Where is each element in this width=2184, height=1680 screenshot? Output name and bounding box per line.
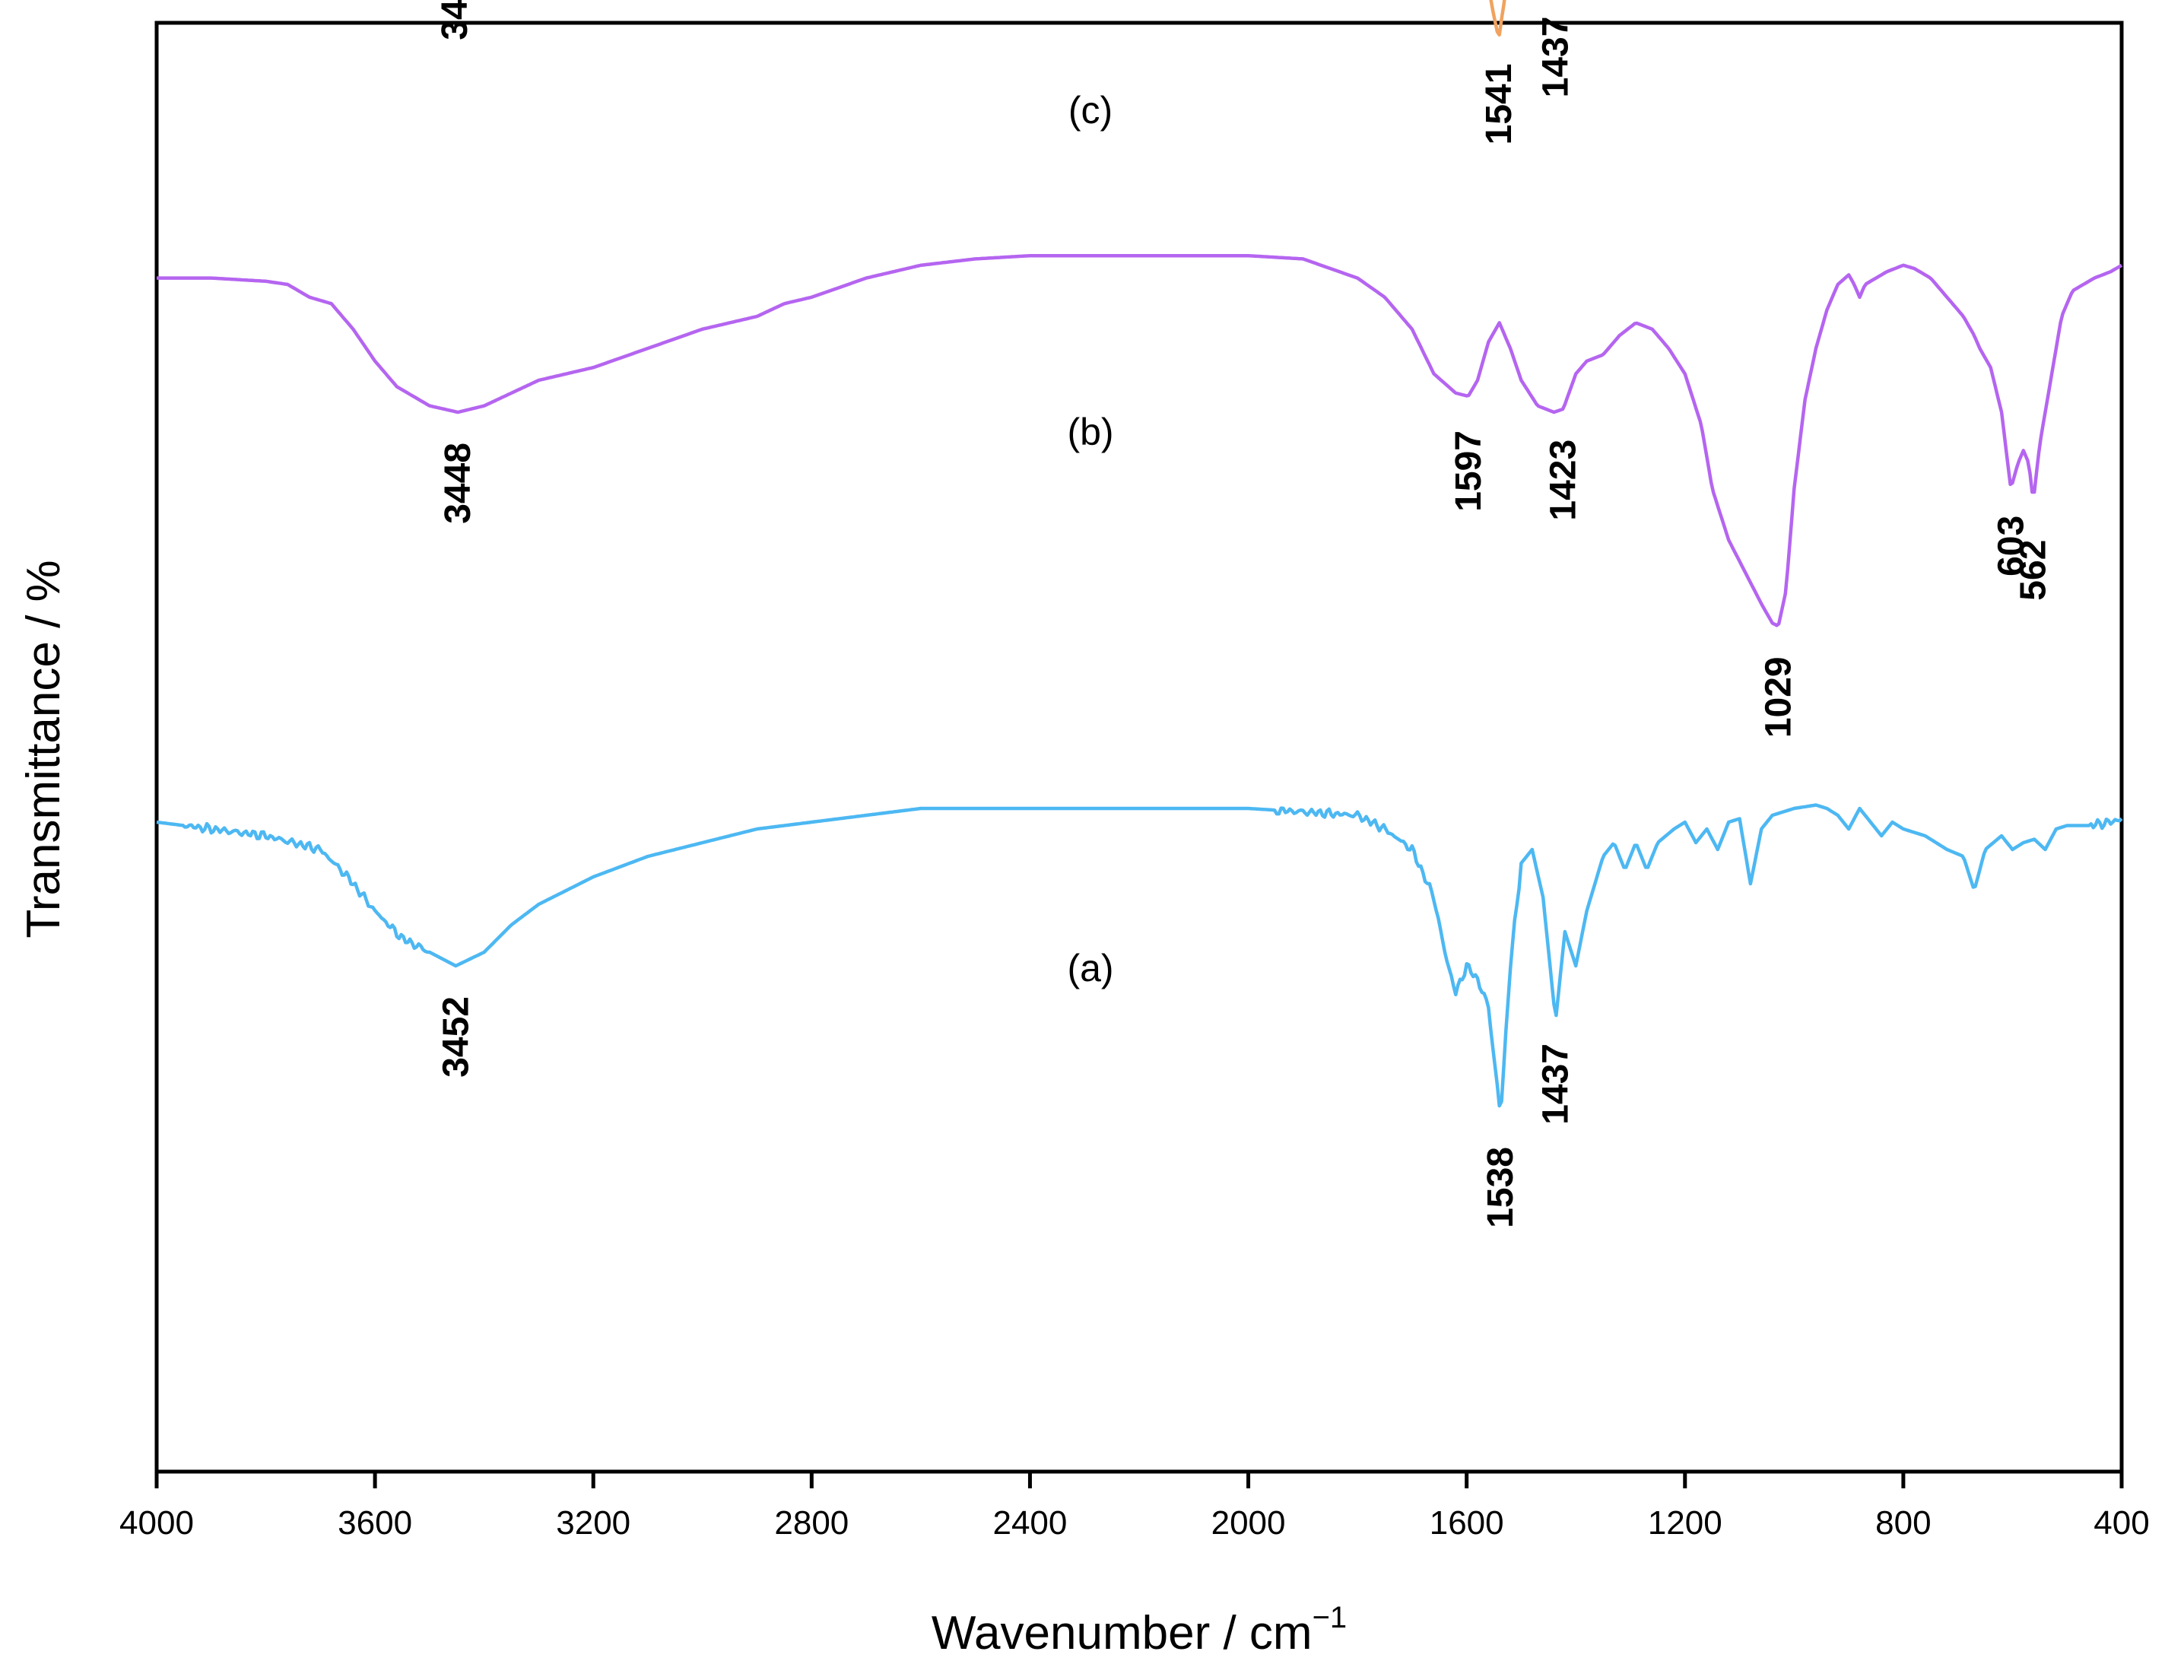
x-tick-label-400: 400 — [2094, 1504, 2149, 1542]
x-tick-label-1600: 1600 — [1430, 1504, 1504, 1542]
series-label-b: (b) — [1067, 411, 1113, 453]
x-tick-label-1200: 1200 — [1648, 1504, 1722, 1542]
x-axis-title-text: Wavenumber / cm — [932, 1607, 1313, 1659]
peak-label-a-1437: 1437 — [1536, 1043, 1576, 1125]
x-tick-label-4000: 4000 — [119, 1504, 194, 1542]
peak-label-c-3454: 3454 — [435, 0, 475, 40]
peak-label-c-1541: 1541 — [1479, 64, 1519, 145]
x-tick-label-800: 800 — [1875, 1504, 1931, 1542]
series-line-b — [157, 253, 2123, 627]
peak-label-b-1029: 1029 — [1759, 656, 1799, 738]
series-layer — [156, 0, 2123, 1108]
peak-label-b-1423: 1423 — [1544, 440, 1584, 521]
x-tick-label-2400: 2400 — [992, 1504, 1067, 1542]
peak-label-a-1538: 1538 — [1481, 1147, 1521, 1228]
x-tick-label-2000: 2000 — [1211, 1504, 1286, 1542]
peak-label-b-3448: 3448 — [438, 443, 478, 524]
peak-label-a-3452: 3452 — [436, 996, 476, 1078]
series-label-c: (c) — [1068, 89, 1113, 132]
series-label-layer: (a) (b) (c) — [1067, 89, 1113, 989]
x-axis-title: Wavenumber / cm−1 — [932, 1601, 1347, 1659]
plot-frame — [154, 21, 2124, 1474]
series-label-a: (a) — [1067, 947, 1113, 989]
peak-label-b-1597: 1597 — [1449, 430, 1489, 512]
x-axis-title-superscript: −1 — [1313, 1601, 1348, 1634]
y-axis-title: Transmittance / % — [17, 560, 70, 938]
peak-label-b-603: 603 — [1991, 516, 2031, 576]
x-tick-label-3600: 3600 — [338, 1504, 412, 1542]
x-tick-label-3200: 3200 — [556, 1504, 630, 1542]
x-tick-layer: 4000 3600 3200 2800 2400 2000 1600 1200 800 400 — [119, 1472, 2150, 1542]
peak-label-c-1437: 1437 — [1536, 17, 1576, 98]
series-line-c — [156, 803, 2123, 1108]
peak-label-b-562: 562 — [2014, 540, 2054, 601]
x-tick-label-2800: 2800 — [774, 1504, 849, 1542]
